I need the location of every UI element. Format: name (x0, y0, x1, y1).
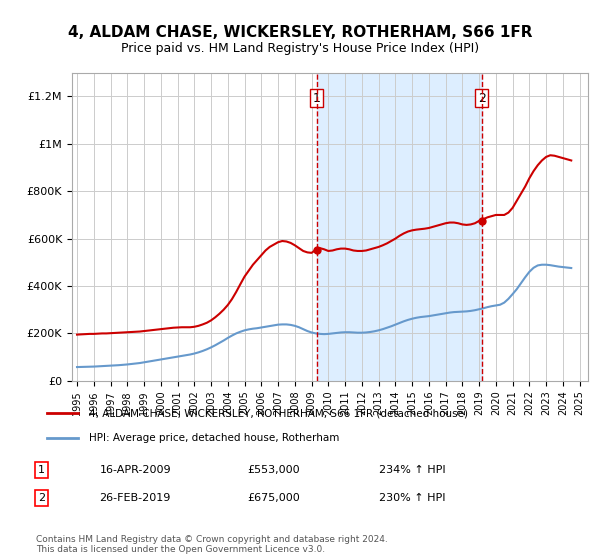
Text: 230% ↑ HPI: 230% ↑ HPI (379, 493, 446, 503)
Text: 4, ALDAM CHASE, WICKERSLEY, ROTHERHAM, S66 1FR: 4, ALDAM CHASE, WICKERSLEY, ROTHERHAM, S… (68, 25, 532, 40)
Text: 26-FEB-2019: 26-FEB-2019 (100, 493, 171, 503)
Text: Price paid vs. HM Land Registry's House Price Index (HPI): Price paid vs. HM Land Registry's House … (121, 42, 479, 55)
Text: 1: 1 (313, 92, 320, 105)
Text: 1: 1 (38, 465, 45, 475)
Text: Contains HM Land Registry data © Crown copyright and database right 2024.
This d: Contains HM Land Registry data © Crown c… (36, 535, 388, 554)
Text: 2: 2 (478, 92, 485, 105)
Text: 16-APR-2009: 16-APR-2009 (100, 465, 171, 475)
Text: £675,000: £675,000 (247, 493, 300, 503)
Text: 4, ALDAM CHASE, WICKERSLEY, ROTHERHAM, S66 1FR (detached house): 4, ALDAM CHASE, WICKERSLEY, ROTHERHAM, S… (89, 408, 468, 418)
Text: HPI: Average price, detached house, Rotherham: HPI: Average price, detached house, Roth… (89, 433, 339, 443)
Bar (317, 73, 482, 381)
Text: 2: 2 (38, 493, 45, 503)
Text: £553,000: £553,000 (247, 465, 300, 475)
Text: 234% ↑ HPI: 234% ↑ HPI (379, 465, 446, 475)
